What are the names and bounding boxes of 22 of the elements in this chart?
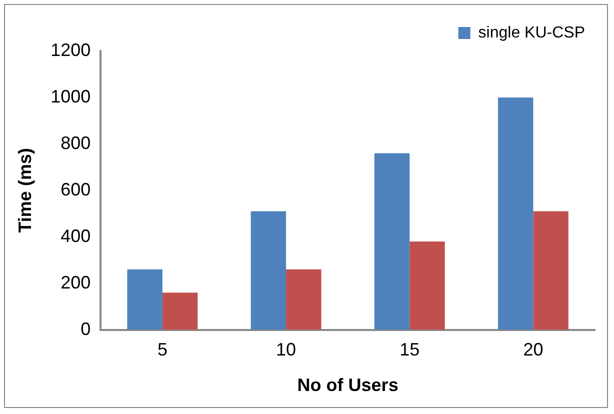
- bar: [533, 211, 568, 330]
- bar: [127, 269, 162, 330]
- bar: [250, 211, 286, 330]
- y-axis-title: Time (ms): [14, 148, 35, 233]
- y-tick-label: 400: [60, 226, 91, 246]
- x-tick-label: 5: [157, 340, 168, 360]
- bar: [374, 153, 410, 330]
- y-tick-label: 800: [60, 132, 91, 153]
- x-tick-label: 10: [276, 340, 296, 360]
- x-tick-label: 20: [523, 340, 544, 360]
- bar: [498, 97, 534, 330]
- y-tick-label: 0: [80, 318, 91, 339]
- y-tick-label: 600: [60, 179, 91, 200]
- bar: [410, 242, 445, 330]
- x-tick-label: 15: [400, 340, 420, 360]
- y-tick-label: 1200: [50, 40, 91, 60]
- x-axis-title: No of Users: [297, 375, 398, 396]
- y-tick-label: 1000: [50, 86, 91, 106]
- legend-label: single KU-CSP: [478, 24, 585, 42]
- bar: [286, 269, 322, 330]
- bar: [162, 292, 198, 330]
- y-tick-label: 200: [60, 272, 91, 292]
